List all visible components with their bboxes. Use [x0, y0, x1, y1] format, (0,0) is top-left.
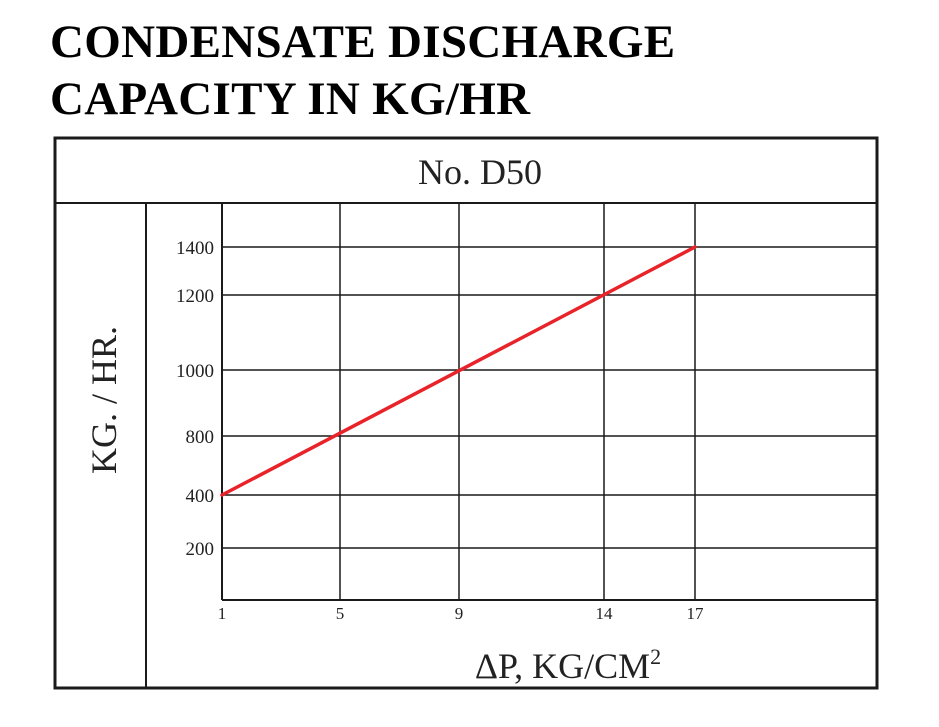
- x-tick-label-1: 1: [218, 604, 227, 623]
- series-layer: [220, 245, 697, 497]
- y-tick-label-1400: 1400: [176, 238, 214, 259]
- x-axis-label: ΔP, KG/CM2: [475, 644, 661, 686]
- x-tick-label-5: 5: [336, 604, 345, 623]
- x-tick-label-9: 9: [455, 604, 464, 623]
- x-axis-label-text: ΔP, KG/CM: [475, 646, 650, 686]
- y-axis-label: KG. / HR.: [84, 326, 124, 474]
- x-tick-label-17: 17: [687, 604, 705, 623]
- grid: [221, 203, 877, 601]
- chart-outer-frame: [53, 136, 879, 690]
- y-tick-label-400: 400: [186, 486, 215, 507]
- chart-title: No. D50: [418, 152, 542, 192]
- series-line-0: [220, 245, 697, 497]
- heading-line-1: CONDENSATE DISCHARGE: [50, 16, 676, 68]
- page-heading: CONDENSATE DISCHARGE CAPACITY IN KG/HR: [50, 14, 675, 128]
- y-tick-label-1200: 1200: [176, 286, 214, 307]
- y-tick-label-1000: 1000: [176, 361, 214, 382]
- tick-labels: 1 5 9 14 17 200 400 800 1000 1200 1400: [176, 238, 704, 623]
- x-tick-label-14: 14: [596, 604, 614, 623]
- y-tick-label-800: 800: [186, 427, 215, 448]
- x-axis-label-superscript: 2: [650, 644, 661, 669]
- y-tick-label-200: 200: [186, 539, 215, 560]
- heading-line-2: CAPACITY IN KG/HR: [50, 73, 531, 125]
